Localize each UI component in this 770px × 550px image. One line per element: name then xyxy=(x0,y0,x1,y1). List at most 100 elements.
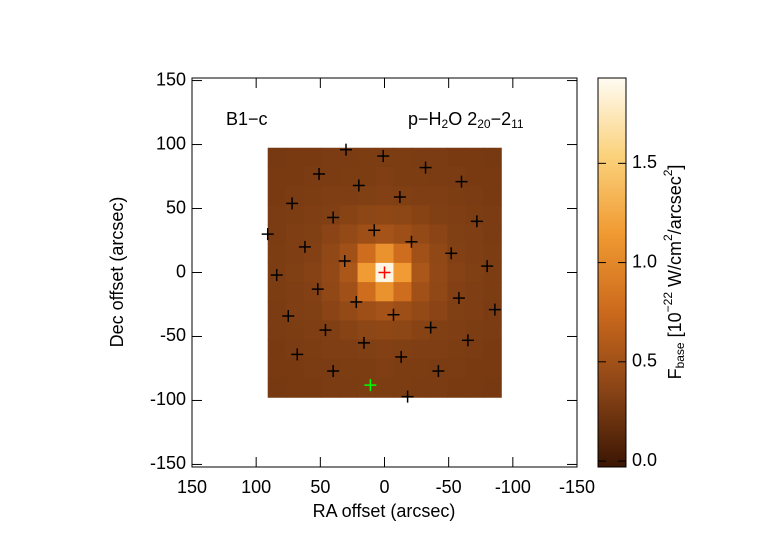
colorbar-label-part: 2 xyxy=(661,169,675,176)
heat-cell xyxy=(375,205,394,226)
colorbar xyxy=(598,78,626,467)
heat-cell xyxy=(339,262,359,283)
colorbar-label-part: F xyxy=(665,368,685,379)
colorbar-tick-label: 1.5 xyxy=(632,152,657,172)
heat-cell xyxy=(375,358,394,379)
heat-cell xyxy=(339,320,359,341)
line-label-part: O 2 xyxy=(448,109,477,129)
heat-cell xyxy=(303,301,323,321)
marker xyxy=(488,303,501,316)
heat-cell xyxy=(429,243,448,264)
heat-cell xyxy=(411,320,430,341)
heat-cell xyxy=(447,224,466,245)
heat-cell xyxy=(483,301,502,321)
heat-cell xyxy=(483,243,502,264)
heat-cell xyxy=(339,358,359,379)
marker xyxy=(282,310,295,323)
marker xyxy=(378,266,391,279)
line-label-part: p−H xyxy=(408,109,442,129)
heat-cell xyxy=(357,378,377,398)
heat-cell xyxy=(465,243,484,264)
heat-cell xyxy=(465,378,484,398)
heat-cell xyxy=(429,262,448,283)
heat-cell xyxy=(429,224,448,245)
heat-cell xyxy=(447,301,466,321)
heat-cell xyxy=(429,147,448,168)
heat-cell xyxy=(465,339,484,360)
heat-cell xyxy=(267,205,287,226)
colorbar-label-part: −22 xyxy=(661,292,675,313)
colorbar-label-part: 2 xyxy=(661,234,675,241)
heat-cell xyxy=(393,282,412,302)
line-label: p−H2O 220−211 xyxy=(408,109,524,131)
heat-cell xyxy=(267,378,287,398)
heat-cell xyxy=(411,166,430,187)
heat-cell xyxy=(411,301,430,321)
line-label-part: 2 xyxy=(442,117,449,131)
heat-cell xyxy=(411,243,430,264)
marker xyxy=(340,143,352,156)
heat-cell xyxy=(483,320,502,341)
heat-cell xyxy=(303,224,323,245)
x-tick-label: -150 xyxy=(559,477,595,497)
map-layer xyxy=(267,147,502,398)
heat-cell xyxy=(321,339,341,360)
heat-cell xyxy=(429,205,448,226)
heat-cell xyxy=(411,205,430,226)
heat-cell xyxy=(411,224,430,245)
x-tick-label: -100 xyxy=(495,477,531,497)
heat-cell xyxy=(285,186,305,206)
heat-cell xyxy=(375,166,394,187)
marker xyxy=(470,215,483,228)
heat-cell xyxy=(357,320,377,341)
x-tick-label: 100 xyxy=(241,477,271,497)
marker xyxy=(319,324,332,337)
heat-cell xyxy=(393,205,412,226)
heat-cell xyxy=(339,147,359,168)
heat-cell xyxy=(447,166,466,187)
heat-cell xyxy=(357,186,377,206)
marker xyxy=(387,308,400,321)
heat-cell xyxy=(339,186,359,206)
marker xyxy=(357,336,370,349)
colorbar-label-part: W/cm xyxy=(665,241,685,292)
heat-cell xyxy=(267,358,287,379)
colorbar-label-part: [10 xyxy=(665,312,685,342)
colorbar-tick-label: 1.0 xyxy=(632,251,657,271)
heat-cell xyxy=(393,339,412,360)
heat-cell xyxy=(303,262,323,283)
heat-cell xyxy=(393,320,412,341)
heat-cell xyxy=(447,205,466,226)
marker xyxy=(261,228,274,241)
heat-cell xyxy=(393,301,412,321)
heat-cell xyxy=(321,166,341,187)
heat-cell xyxy=(357,358,377,379)
heat-cell xyxy=(285,262,305,283)
heat-cell xyxy=(285,224,305,245)
heat-cell xyxy=(303,378,323,398)
heat-cell xyxy=(375,282,394,302)
colorbar-label: Fbase [10−22 W/cm2/arcsec2] xyxy=(661,165,687,380)
heat-cell xyxy=(447,339,466,360)
marker xyxy=(481,260,494,273)
heat-cell xyxy=(483,339,502,360)
heat-cell xyxy=(429,339,448,360)
heat-cell xyxy=(483,224,502,245)
marker xyxy=(311,283,324,296)
heat-cell xyxy=(429,282,448,302)
heat-cell xyxy=(285,378,305,398)
marker xyxy=(401,390,414,403)
heat-cell xyxy=(267,224,287,245)
heat-cell xyxy=(393,186,412,206)
heat-cell xyxy=(321,205,341,226)
heat-cell xyxy=(375,147,394,168)
x-tick-label: -50 xyxy=(436,477,462,497)
colorbar-label-part: /arcsec xyxy=(665,176,685,234)
heat-cell xyxy=(447,147,466,168)
heat-cell xyxy=(357,205,377,226)
heat-cell xyxy=(303,243,323,264)
heat-cell xyxy=(339,166,359,187)
heat-cell xyxy=(375,186,394,206)
heat-cell xyxy=(465,282,484,302)
marker xyxy=(452,292,465,305)
